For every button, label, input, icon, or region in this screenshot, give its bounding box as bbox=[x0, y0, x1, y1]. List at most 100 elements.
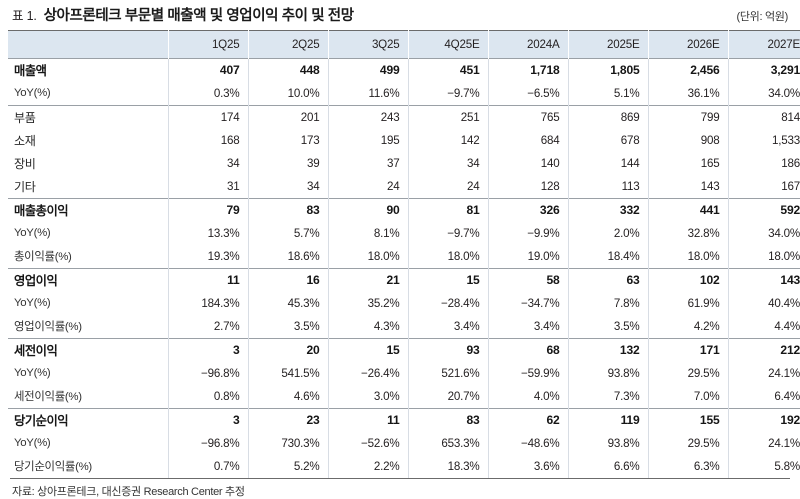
table-cell: 201 bbox=[247, 105, 328, 129]
table-cell: 24 bbox=[327, 175, 408, 199]
table-cell: 0.3% bbox=[167, 82, 248, 106]
table-cell: 8.1% bbox=[327, 222, 408, 245]
table-cell: 5.7% bbox=[247, 222, 328, 245]
row-label: 부품 bbox=[8, 105, 168, 129]
table-cell: 68 bbox=[487, 338, 568, 362]
table-row: YoY(%) −96.8% 730.3% −52.6% 653.3% −48.6% 93.8… bbox=[8, 432, 800, 455]
table-cell: 20 bbox=[247, 338, 328, 362]
column-header-3q25: 3Q25 bbox=[327, 30, 408, 59]
table-cell: 29.5% bbox=[647, 432, 728, 455]
row-label: 매출총이익 bbox=[8, 198, 168, 222]
table-cell: 24 bbox=[407, 175, 488, 199]
table-cell: −48.6% bbox=[487, 432, 568, 455]
table-cell: 34 bbox=[247, 175, 328, 199]
unit-label: (단위: 억원) bbox=[736, 11, 788, 23]
table-cell: 102 bbox=[647, 268, 728, 292]
table-cell: 140 bbox=[487, 152, 568, 175]
table-cell: 143 bbox=[727, 268, 800, 292]
table-cell: 1,805 bbox=[567, 58, 648, 82]
table-cell: 83 bbox=[247, 198, 328, 222]
table-number: 표 1. bbox=[12, 9, 37, 23]
table-cell: 58 bbox=[487, 268, 568, 292]
table-cell: 184.3% bbox=[167, 292, 248, 315]
column-header-2q25: 2Q25 bbox=[247, 30, 328, 59]
table-cell: 18.3% bbox=[407, 455, 488, 478]
table-row: 세전이익 3 20 15 93 68 132 171 212 bbox=[8, 338, 800, 362]
table-cell: 2.7% bbox=[167, 315, 248, 339]
row-label: 총이익률(%) bbox=[14, 251, 72, 263]
table-cell: 192 bbox=[727, 408, 800, 432]
table-cell: −6.5% bbox=[487, 82, 568, 106]
table-cell: 32.8% bbox=[647, 222, 728, 245]
table-cell: 18.0% bbox=[727, 245, 800, 269]
table-cell: 869 bbox=[567, 105, 648, 129]
table-row: 소재 168 173 195 142 684 678 908 1,533 bbox=[8, 129, 800, 152]
column-header-2026e: 2026E bbox=[647, 30, 728, 59]
table-cell: 34 bbox=[167, 152, 248, 175]
table-body: 매출액 407 448 499 451 1,718 1,805 2,456 3,291 YoY(%… bbox=[8, 58, 800, 478]
table-cell: −52.6% bbox=[327, 432, 408, 455]
table-cell: 4.0% bbox=[487, 385, 568, 409]
source-note: 자료: 상아프론테크, 대신증권 Research Center 추정 bbox=[12, 486, 245, 498]
row-label: YoY(%) bbox=[14, 437, 51, 449]
table-cell: 0.7% bbox=[167, 455, 248, 478]
table-row: 세전이익률(%) 0.8% 4.6% 3.0% 20.7% 4.0% 7.3% 7.0% 6.4… bbox=[8, 385, 800, 409]
row-label: 당기순이익률(%) bbox=[14, 461, 92, 473]
table-cell: 441 bbox=[647, 198, 728, 222]
table-cell: 186 bbox=[727, 152, 800, 175]
row-label: 소재 bbox=[14, 133, 36, 148]
table-cell: 908 bbox=[647, 129, 728, 152]
table-cell: 15 bbox=[327, 338, 408, 362]
table-cell: 144 bbox=[567, 152, 648, 175]
table-cell: 23 bbox=[247, 408, 328, 432]
table-cell: 4.3% bbox=[327, 315, 408, 339]
table-cell: 24.1% bbox=[727, 362, 800, 385]
row-label: YoY(%) bbox=[14, 297, 51, 309]
table-cell: 18.6% bbox=[247, 245, 328, 269]
table-cell: 448 bbox=[247, 58, 328, 82]
table-cell: 5.2% bbox=[247, 455, 328, 478]
table-cell: 18.4% bbox=[567, 245, 648, 269]
table-cell: 35.2% bbox=[327, 292, 408, 315]
table-cell: 765 bbox=[487, 105, 568, 129]
table-cell: −9.7% bbox=[407, 82, 488, 106]
table-cell: 7.3% bbox=[567, 385, 648, 409]
table-cell: −26.4% bbox=[327, 362, 408, 385]
table-cell: 34.0% bbox=[727, 82, 800, 106]
table-cell: 18.0% bbox=[647, 245, 728, 269]
table-bottom-rule bbox=[10, 478, 790, 479]
table-cell: 3.4% bbox=[487, 315, 568, 339]
table-cell: 113 bbox=[567, 175, 648, 199]
row-label: 세전이익률(%) bbox=[14, 391, 82, 403]
table-cell: 243 bbox=[327, 105, 408, 129]
table-cell: 90 bbox=[327, 198, 408, 222]
table-cell: 6.4% bbox=[727, 385, 800, 409]
table-cell: 167 bbox=[727, 175, 800, 199]
table-cell: −9.7% bbox=[407, 222, 488, 245]
row-label: 매출액 bbox=[8, 58, 168, 82]
table-cell: 83 bbox=[407, 408, 488, 432]
table-cell: 19.3% bbox=[167, 245, 248, 269]
table-cell: 3.4% bbox=[407, 315, 488, 339]
table-cell: 62 bbox=[487, 408, 568, 432]
table-cell: 521.6% bbox=[407, 362, 488, 385]
table-cell: 93.8% bbox=[567, 362, 648, 385]
table-cell: 195 bbox=[327, 129, 408, 152]
table-cell: −28.4% bbox=[407, 292, 488, 315]
row-label: 장비 bbox=[14, 156, 36, 171]
table-cell: 34.0% bbox=[727, 222, 800, 245]
table-cell: −34.7% bbox=[487, 292, 568, 315]
table-cell: 11.6% bbox=[327, 82, 408, 106]
column-header-2027e: 2027E bbox=[727, 30, 800, 59]
table-cell: 3.0% bbox=[327, 385, 408, 409]
figure-title-group: 표 1. 상아프론테크 부문별 매출액 및 영업이익 추이 및 전망 bbox=[12, 4, 354, 25]
table-cell: 119 bbox=[567, 408, 648, 432]
table-cell: 407 bbox=[167, 58, 248, 82]
table-cell: 1,718 bbox=[487, 58, 568, 82]
table-cell: 3 bbox=[167, 338, 248, 362]
row-label: YoY(%) bbox=[14, 227, 51, 239]
table-cell: 3 bbox=[167, 408, 248, 432]
table-cell: 143 bbox=[647, 175, 728, 199]
row-label: 당기순이익 bbox=[8, 408, 168, 432]
row-label: 영업이익률(%) bbox=[14, 321, 82, 333]
